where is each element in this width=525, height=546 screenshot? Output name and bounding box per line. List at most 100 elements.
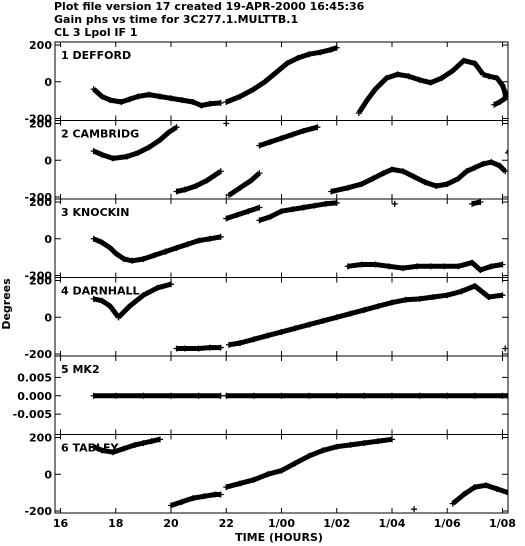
y-tick-label: -200 [24, 348, 52, 361]
data-point [441, 263, 448, 270]
data-point [480, 160, 487, 167]
data-point [496, 98, 503, 105]
data-point [364, 97, 371, 104]
data-series-line [225, 205, 261, 221]
data-point [217, 392, 224, 399]
data-point [184, 241, 191, 248]
data-point [372, 86, 379, 93]
data-point [411, 506, 418, 513]
data-point [212, 171, 219, 178]
data-point [485, 73, 492, 80]
data-point [226, 341, 233, 348]
data-point [375, 438, 382, 445]
data-point [237, 184, 244, 191]
data-point [278, 135, 285, 142]
data-point [179, 97, 186, 104]
y-tick-label: 0 [44, 154, 52, 167]
data-point [90, 443, 97, 450]
data-point [217, 233, 224, 240]
data-point [148, 438, 155, 445]
data-point [416, 295, 423, 302]
data-point [206, 100, 213, 107]
data-point [121, 255, 128, 262]
data-point [488, 159, 495, 166]
data-point [499, 392, 506, 399]
data-point [115, 314, 122, 321]
data-point [388, 166, 395, 173]
data-point [201, 493, 208, 500]
data-point [272, 69, 279, 76]
data-series-line [227, 171, 262, 198]
header-line-3: CL 3 Lpol IF 1 [54, 26, 138, 39]
data-point [140, 292, 147, 299]
x-axis: 16 18 20 22 1/00 1/02 1/04 1/06 1/08 [53, 517, 516, 530]
data-point [173, 345, 180, 352]
y-tick-label: 200 [29, 432, 52, 445]
data-point [190, 98, 197, 105]
x-tick-label: 1/08 [489, 517, 516, 530]
data-point [145, 91, 152, 98]
data-point [248, 177, 255, 184]
data-point [278, 467, 285, 474]
data-point [306, 51, 313, 58]
data-point [237, 339, 244, 346]
header-line-1: Plot file version 17 created 19-APR-2000… [54, 0, 365, 13]
data-point [278, 392, 285, 399]
data-series-line [170, 492, 221, 508]
header-line-2: Gain phs vs time for 3C277.1.MULTTB.1 [54, 13, 298, 26]
data-point [380, 170, 387, 177]
data-point [203, 177, 210, 184]
data-point [156, 436, 163, 443]
data-point [405, 73, 412, 80]
data-point [98, 151, 105, 158]
data-point [256, 204, 263, 211]
data-point [140, 255, 147, 262]
data-point [165, 129, 172, 136]
data-point [361, 392, 368, 399]
panel-data [90, 281, 508, 352]
data-series-line [482, 72, 508, 107]
x-tick-label: 22 [219, 517, 234, 530]
data-point [98, 447, 105, 454]
data-point [118, 98, 125, 105]
data-point [237, 480, 244, 487]
x-tick-label: 1/02 [323, 517, 350, 530]
data-point [413, 263, 420, 270]
data-point [126, 96, 133, 103]
data-point [212, 491, 219, 498]
data-point [449, 67, 456, 74]
data-series-line [356, 58, 486, 115]
data-point [284, 60, 291, 67]
data-series-line [330, 166, 469, 194]
y-tick-label: -200 [24, 270, 52, 283]
data-point [328, 46, 335, 53]
data-point [256, 170, 263, 177]
data-point [505, 392, 508, 399]
panel-data [90, 120, 508, 199]
data-point [90, 235, 97, 242]
data-point [471, 283, 478, 290]
data-point [206, 235, 213, 242]
data-point [477, 266, 484, 273]
y-axis-label: Degrees [0, 278, 13, 330]
data-point [471, 164, 478, 171]
panel-data [90, 392, 508, 399]
data-point [333, 392, 340, 399]
data-point [344, 184, 351, 191]
panel-data [90, 436, 508, 513]
data-point [438, 75, 445, 82]
data-point [455, 175, 462, 182]
data-point [217, 99, 224, 106]
x-tick-label: 1/04 [378, 517, 405, 530]
data-point [168, 95, 175, 102]
data-point [90, 392, 97, 399]
data-point [391, 200, 398, 207]
x-axis-label: TIME (HOURS) [235, 531, 323, 544]
data-point [292, 325, 299, 332]
y-tick-label: -200 [24, 191, 52, 204]
data-point [400, 168, 407, 175]
data-point [491, 101, 498, 108]
data-point [317, 49, 324, 56]
data-point [444, 392, 451, 399]
